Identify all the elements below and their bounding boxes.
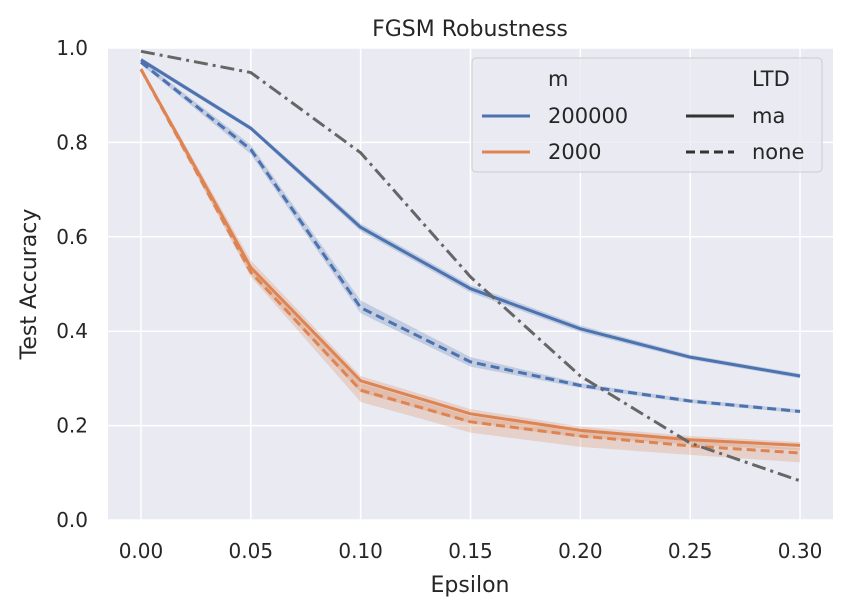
legend-box	[471, 57, 823, 173]
legend-label-2000: 2000	[548, 140, 601, 164]
x-tick-labels: 0.00 0.05 0.10 0.15 0.20 0.25 0.30	[119, 539, 823, 563]
y-axis-title: Test Accuracy	[17, 209, 42, 361]
y-tick-label: 0.4	[56, 319, 88, 343]
x-tick-label: 0.30	[778, 539, 823, 563]
y-tick-labels: 0.0 0.2 0.4 0.6 0.8 1.0	[56, 36, 88, 532]
y-tick-label: 0.8	[56, 130, 88, 154]
line-m2000-none	[139, 68, 801, 455]
legend: m 200000 2000 LTD ma none	[471, 57, 823, 173]
legend-label-200000: 200000	[548, 104, 628, 128]
series-lines	[139, 49, 801, 483]
line-series-4	[140, 49, 801, 483]
line-m2000-ma	[139, 68, 801, 447]
y-tick-label: 1.0	[56, 36, 88, 60]
line-m200000-ma	[140, 58, 801, 378]
line-m200000-none	[140, 60, 801, 413]
chart-title: FGSM Robustness	[372, 17, 568, 42]
x-tick-label: 0.15	[448, 539, 493, 563]
y-tick-label: 0.0	[56, 508, 88, 532]
x-tick-label: 0.20	[558, 539, 603, 563]
legend-label-ma: ma	[752, 104, 785, 128]
legend-style-title: LTD	[752, 67, 790, 91]
x-tick-label: 0.05	[229, 539, 274, 563]
grid	[108, 47, 833, 521]
x-tick-label: 0.00	[119, 539, 164, 563]
legend-hue-title: m	[548, 67, 568, 91]
y-tick-label: 0.2	[56, 414, 88, 438]
x-tick-label: 0.25	[668, 539, 713, 563]
legend-label-none: none	[752, 140, 804, 164]
x-axis-title: Epsilon	[431, 573, 510, 598]
x-tick-label: 0.10	[338, 539, 383, 563]
y-tick-label: 0.6	[56, 225, 88, 249]
